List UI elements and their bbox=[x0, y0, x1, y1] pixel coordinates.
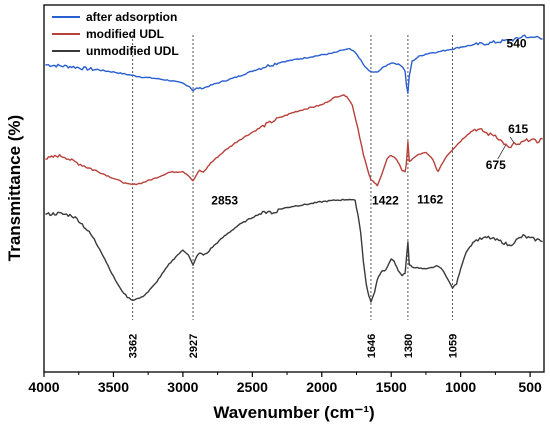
guide-label-1380: 1380 bbox=[403, 334, 415, 358]
guide-lines: 3362 2927 1646 1380 1059 bbox=[128, 35, 459, 358]
series-line-1 bbox=[45, 94, 543, 187]
plot-frame bbox=[43, 4, 545, 373]
annotation-1162: 1162 bbox=[417, 192, 443, 206]
annotation-615: 615 bbox=[508, 122, 528, 136]
y-axis-title: Transmittance (%) bbox=[5, 115, 24, 261]
legend-label-2: unmodified UDL bbox=[86, 44, 179, 58]
legend-label-1: modified UDL bbox=[86, 27, 164, 41]
x-tick-label-3500: 3500 bbox=[98, 379, 129, 395]
peak-annotations: 540 2853 1422 1162 675 615 bbox=[211, 36, 528, 207]
series-lines bbox=[45, 34, 543, 303]
legend: after adsorption modified UDL unmodified U… bbox=[52, 10, 179, 58]
series-line-0 bbox=[45, 34, 543, 94]
x-tick-label-2500: 2500 bbox=[237, 379, 268, 395]
x-axis-ticks: 4000 3500 3000 2500 2000 1500 1000 500 bbox=[28, 372, 542, 395]
annotation-leader-615 bbox=[509, 136, 515, 144]
x-axis-title: Wavenumber (cm⁻¹) bbox=[213, 403, 374, 422]
guide-label-1646: 1646 bbox=[366, 334, 378, 358]
guide-label-3362: 3362 bbox=[128, 334, 140, 358]
x-tick-label-1000: 1000 bbox=[445, 379, 476, 395]
x-tick-label-2000: 2000 bbox=[306, 379, 337, 395]
annotation-675: 675 bbox=[486, 158, 506, 172]
annotation-1422: 1422 bbox=[372, 193, 399, 207]
guide-label-2927: 2927 bbox=[188, 334, 200, 358]
legend-label-0: after adsorption bbox=[86, 10, 177, 24]
annotation-leader-675 bbox=[497, 144, 507, 160]
x-tick-label-3000: 3000 bbox=[167, 379, 198, 395]
x-tick-label-4000: 4000 bbox=[28, 379, 59, 395]
annotation-2853: 2853 bbox=[211, 193, 238, 207]
annotation-540: 540 bbox=[507, 36, 527, 50]
series-line-2 bbox=[45, 198, 543, 303]
x-tick-label-1500: 1500 bbox=[376, 379, 407, 395]
guide-label-1059: 1059 bbox=[447, 334, 459, 358]
x-tick-label-500: 500 bbox=[518, 379, 542, 395]
